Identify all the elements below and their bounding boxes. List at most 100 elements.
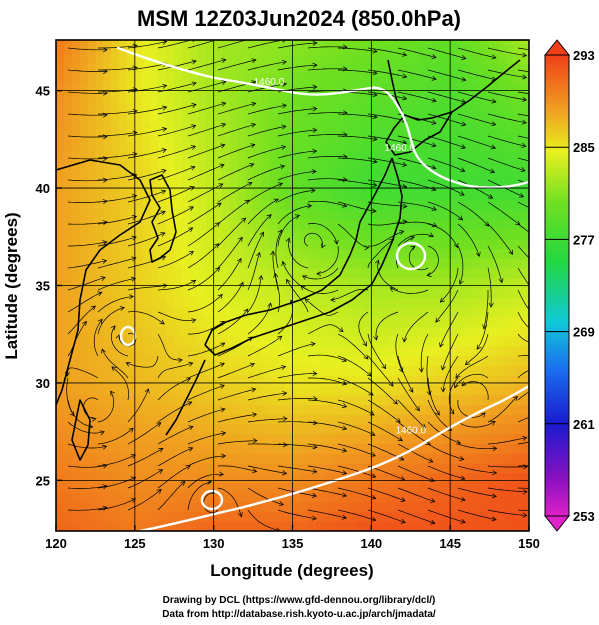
streamline-arrow — [464, 360, 470, 366]
field-cell — [103, 492, 112, 503]
field-cell — [284, 151, 294, 162]
field-cell — [79, 121, 89, 133]
field-cell — [339, 316, 349, 328]
streamline — [487, 437, 527, 445]
field-cell — [56, 414, 65, 425]
field-cell — [56, 336, 65, 347]
field-cell — [103, 482, 112, 493]
field-cell — [387, 462, 396, 474]
field-cell — [253, 73, 262, 84]
field-cell — [205, 267, 215, 279]
field-cell — [379, 141, 388, 152]
field-cell — [166, 453, 175, 464]
field-cell — [387, 131, 396, 142]
field-cell — [331, 180, 341, 191]
field-cell — [87, 404, 97, 415]
streamline-arrow — [130, 476, 137, 482]
field-cell — [142, 180, 152, 191]
field-cell — [379, 472, 388, 483]
field-cell — [166, 345, 175, 357]
field-cell — [331, 453, 341, 464]
streamline-arrow — [82, 320, 87, 327]
field-cell — [347, 521, 357, 531]
field-cell — [450, 112, 459, 123]
field-cell — [158, 453, 167, 464]
field-cell — [95, 121, 104, 133]
streamline-arrow — [177, 357, 183, 363]
field-cell — [481, 453, 491, 464]
field-cell — [205, 112, 215, 123]
field-cell — [450, 267, 459, 279]
field-cell — [276, 53, 286, 64]
field-cell — [150, 414, 160, 425]
field-cell — [473, 511, 483, 522]
field-cell — [111, 404, 120, 415]
field-cell — [339, 336, 349, 347]
streamline — [367, 487, 406, 502]
field-cell — [434, 433, 443, 444]
field-cell — [229, 355, 238, 366]
field-cell — [379, 209, 388, 220]
field-cell — [513, 365, 522, 376]
field-cell — [150, 160, 160, 172]
field-cell — [119, 365, 128, 376]
streamline — [476, 311, 489, 350]
streamline-arrow — [522, 74, 528, 80]
field-cell — [473, 82, 483, 94]
field-cell — [402, 151, 412, 162]
field-cell — [229, 82, 238, 94]
field-cell — [387, 521, 396, 531]
field-cell — [260, 365, 270, 376]
field-cell — [339, 267, 349, 279]
streamline — [487, 47, 527, 56]
field-cell — [79, 501, 89, 513]
contour-label: 1460.0 — [254, 77, 285, 88]
field-cell — [79, 102, 89, 113]
field-cell — [56, 141, 65, 152]
streamline-arrow — [372, 158, 378, 164]
field-cell — [324, 355, 333, 366]
field-cell — [410, 414, 420, 425]
field-cell — [300, 160, 309, 172]
field-cell — [237, 492, 246, 503]
field-cell — [174, 433, 183, 444]
streamline — [97, 257, 136, 269]
field-cell — [521, 219, 529, 230]
field-cell — [505, 43, 514, 55]
field-cell — [458, 121, 467, 133]
field-cell — [197, 355, 207, 366]
field-cell — [134, 229, 144, 240]
field-cell — [71, 258, 81, 269]
streamline — [337, 487, 376, 499]
field-cell — [103, 511, 112, 522]
field-cell — [521, 482, 529, 493]
field-cell — [418, 482, 428, 493]
field-cell — [126, 160, 136, 172]
field-cell — [213, 63, 223, 74]
streamline-arrow — [402, 162, 408, 167]
field-cell — [268, 131, 278, 142]
field-cell — [158, 414, 167, 425]
field-cell — [95, 414, 104, 425]
field-cell — [134, 219, 144, 230]
field-cell — [213, 229, 223, 240]
field-cell — [505, 355, 514, 366]
field-cell — [166, 43, 175, 55]
field-cell — [473, 433, 483, 444]
field-cell — [521, 511, 529, 522]
field-cell — [442, 482, 451, 493]
field-cell — [316, 404, 325, 415]
streamline — [187, 342, 225, 357]
field-cell — [71, 492, 81, 503]
field-cell — [166, 404, 175, 415]
field-cell — [103, 190, 112, 201]
field-cell — [521, 375, 529, 386]
field-cell — [434, 355, 443, 366]
field-cell — [339, 121, 349, 133]
streamline — [304, 298, 339, 316]
field-cell — [379, 365, 388, 376]
streamline-arrow — [362, 341, 367, 347]
field-cell — [442, 492, 451, 503]
field-cell — [158, 248, 167, 259]
field-cell — [56, 326, 65, 337]
